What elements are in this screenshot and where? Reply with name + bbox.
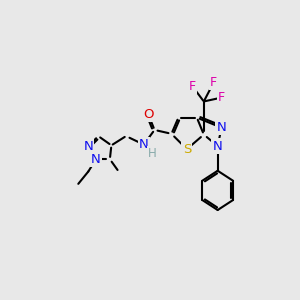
Text: N: N [91, 153, 101, 166]
Text: F: F [189, 80, 196, 92]
Text: N: N [217, 121, 226, 134]
Text: F: F [210, 76, 218, 89]
Text: H: H [148, 147, 157, 160]
Text: N: N [139, 138, 148, 151]
Text: S: S [183, 143, 191, 156]
Text: F: F [218, 91, 225, 104]
Text: N: N [83, 140, 93, 153]
Text: O: O [143, 108, 154, 121]
Text: N: N [213, 140, 223, 153]
